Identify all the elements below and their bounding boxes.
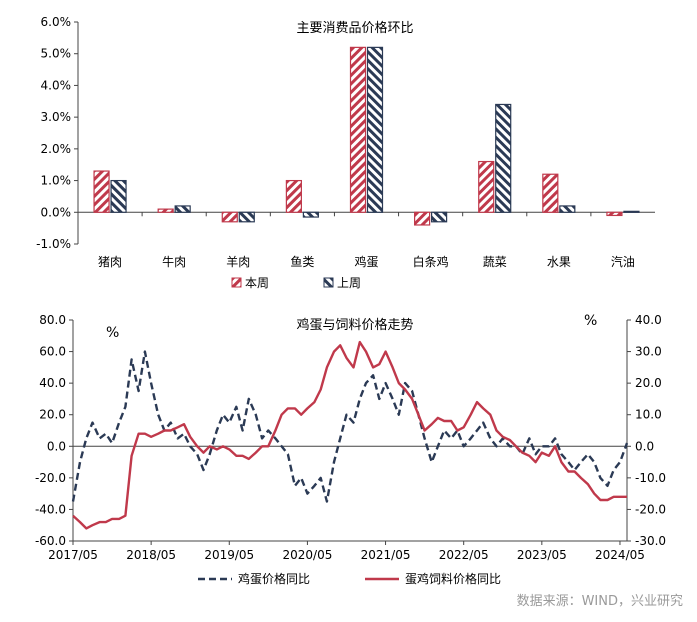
bar-category-label: 猪肉 — [98, 255, 122, 269]
bar-this-week — [93, 170, 110, 213]
left-unit-label: % — [106, 325, 119, 341]
bar-y-tick-label: 0.0% — [41, 205, 72, 219]
line-right-tick-label: -20.0 — [635, 502, 666, 516]
bar-y-tick-label: 5.0% — [41, 47, 72, 61]
line-chart-series — [71, 340, 629, 530]
line-x-tick-label: 2021/05 — [361, 548, 411, 562]
line-left-tick-label: 80.0 — [39, 313, 66, 327]
bar-legend-label: 上周 — [337, 276, 361, 290]
line-x-tick-label: 2018/05 — [126, 548, 176, 562]
bar-category-label: 牛肉 — [162, 254, 186, 269]
line-legend-label: 蛋鸡饲料价格同比 — [405, 571, 501, 586]
bar-this-week — [285, 179, 302, 213]
bar-category-label: 水果 — [547, 255, 571, 269]
line-chart-title: 鸡蛋与饲料价格走势 — [296, 317, 413, 333]
right-unit-label: % — [584, 313, 597, 329]
line-chart: 鸡蛋与饲料价格走势 % % -60.0 -40.0 -20.0 0.0 20.0 40.0… — [35, 313, 666, 586]
line-right-tick-label: 40.0 — [635, 313, 662, 327]
bar-this-week — [478, 160, 495, 213]
line-right-tick-label: 10.0 — [635, 408, 662, 422]
line-right-tick-label: 30.0 — [635, 345, 662, 359]
line-right-tick-label: 0.0 — [635, 439, 654, 453]
egg-price-yoy-line — [71, 350, 629, 503]
bar-last-week — [431, 211, 448, 223]
line-right-tick-label: -30.0 — [635, 534, 666, 548]
bar-this-week — [414, 211, 431, 226]
bar-category-label: 蔬菜 — [483, 255, 507, 269]
bar-y-tick-label: 4.0% — [41, 78, 72, 92]
bar-last-week — [110, 179, 127, 213]
line-left-tick-label: 60.0 — [39, 345, 66, 359]
line-legend-label: 鸡蛋价格同比 — [238, 571, 310, 586]
line-x-tick-label: 2019/05 — [204, 548, 254, 562]
bar-category-label: 鸡蛋 — [354, 254, 378, 269]
bar-this-week — [542, 173, 559, 213]
bar-last-week — [559, 205, 576, 213]
line-left-tick-label: -20.0 — [35, 471, 66, 485]
bar-last-week — [302, 211, 319, 218]
bar-last-week — [174, 205, 191, 213]
bar-y-tick-label: 6.0% — [41, 15, 72, 29]
bar-y-tick-label: 1.0% — [41, 174, 72, 188]
line-left-tick-label: -60.0 — [35, 534, 66, 548]
bar-legend-swatch — [323, 277, 334, 288]
bar-this-week — [349, 46, 367, 213]
bar-last-week — [366, 46, 384, 213]
line-right-tick-label: -10.0 — [635, 471, 666, 485]
bar-chart-legend: 本周 上周 — [231, 276, 361, 290]
bar-this-week — [221, 211, 238, 223]
line-x-tick-label: 2022/05 — [439, 548, 489, 562]
line-left-tick-label: 20.0 — [39, 408, 66, 422]
bar-y-tick-label: -1.0% — [36, 237, 71, 251]
line-left-tick-label: 0.0 — [47, 439, 66, 453]
line-right-tick-label: 20.0 — [635, 376, 662, 390]
line-x-tick-label: 2024/05 — [595, 548, 645, 562]
bar-category-label: 羊肉 — [226, 254, 250, 269]
source-note: 数据来源：WIND，兴业研究 — [516, 594, 683, 609]
line-chart-legend: 鸡蛋价格同比 蛋鸡饲料价格同比 — [198, 571, 501, 586]
line-x-tick-label: 2017/05 — [48, 548, 98, 562]
bar-last-week — [623, 210, 640, 213]
line-x-tick-label: 2023/05 — [517, 548, 567, 562]
line-chart-axes: -60.0 -40.0 -20.0 0.0 20.0 40.0 60.0 80.0 -30.0 -… — [35, 313, 666, 562]
bar-chart-title: 主要消费品价格环比 — [296, 20, 413, 36]
feed-price-yoy-line — [72, 340, 627, 530]
bar-legend-swatch — [231, 277, 242, 288]
bar-y-tick-label: 3.0% — [41, 110, 72, 124]
line-left-tick-label: 40.0 — [39, 376, 66, 390]
bar-last-week — [495, 103, 512, 213]
bar-this-week — [157, 208, 174, 213]
bar-category-label: 白条鸡 — [413, 254, 449, 269]
bar-y-tick-label: 2.0% — [41, 142, 72, 156]
bar-last-week — [238, 211, 255, 223]
bar-chart-bars — [93, 46, 640, 226]
bar-this-week — [606, 211, 623, 217]
bar-chart-axes: -1.0% 0.0% 1.0% 2.0% 3.0% 4.0% 5.0% 6.0% 猪肉 牛肉 羊肉 鱼… — [36, 15, 655, 269]
line-left-tick-label: -40.0 — [35, 502, 66, 516]
bar-category-label: 鱼类 — [290, 255, 314, 269]
bar-chart: 主要消费品价格环比 -1.0% 0.0% 1.0% 2.0% 3.0% 4.0% 5.0% 6… — [36, 15, 655, 290]
bar-legend-label: 本周 — [245, 276, 269, 290]
line-x-tick-label: 2020/05 — [282, 548, 332, 562]
bar-category-label: 汽油 — [611, 254, 635, 269]
